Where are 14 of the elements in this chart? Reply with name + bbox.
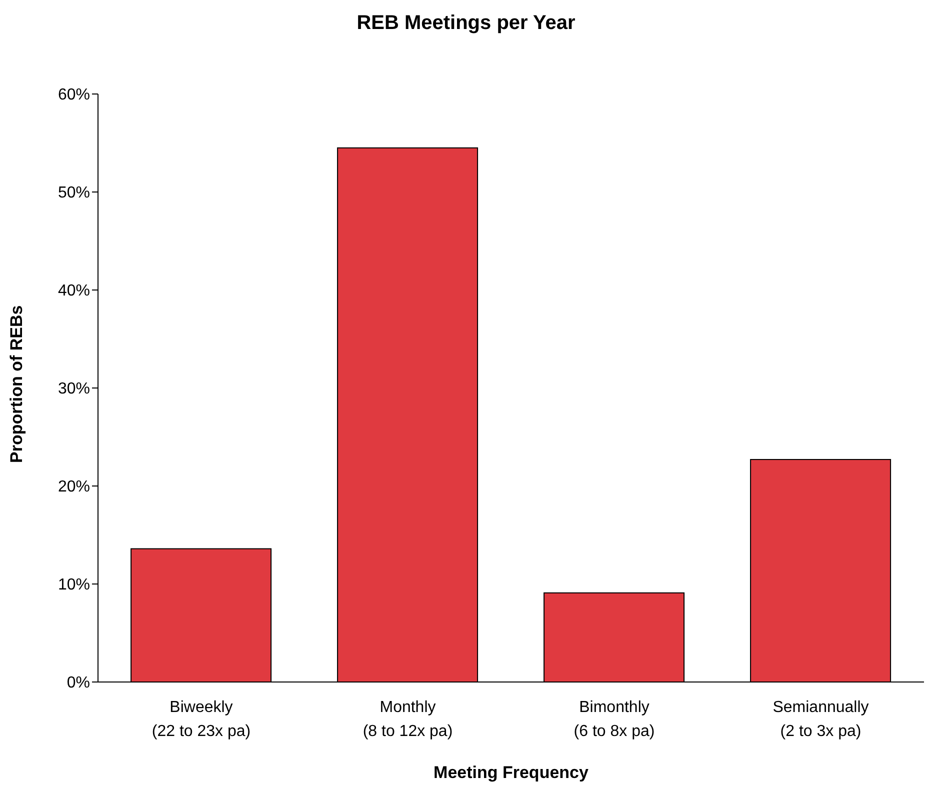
y-tick-label: 50%: [58, 184, 90, 202]
y-tick-label: 40%: [58, 282, 90, 300]
x-tick-label: Bimonthly (6 to 8x pa): [574, 699, 655, 740]
y-tick-label: 10%: [58, 576, 90, 594]
y-tick-label: 30%: [58, 380, 90, 398]
y-tick-label: 60%: [58, 86, 90, 104]
y-tick-label: 0%: [66, 674, 90, 692]
x-tick-label: Biweekly (22 to 23x pa): [152, 699, 251, 740]
y-axis-title: Proportion of REBs: [7, 305, 26, 463]
y-tick-label: 20%: [58, 478, 90, 496]
x-tick-label: Monthly (8 to 12x pa): [362, 699, 453, 740]
chart-title: REB Meetings per Year: [356, 12, 576, 35]
x-tick-label: Semiannually (2 to 3x pa): [772, 699, 869, 740]
x-axis-title: Meeting Frequency: [434, 763, 589, 782]
